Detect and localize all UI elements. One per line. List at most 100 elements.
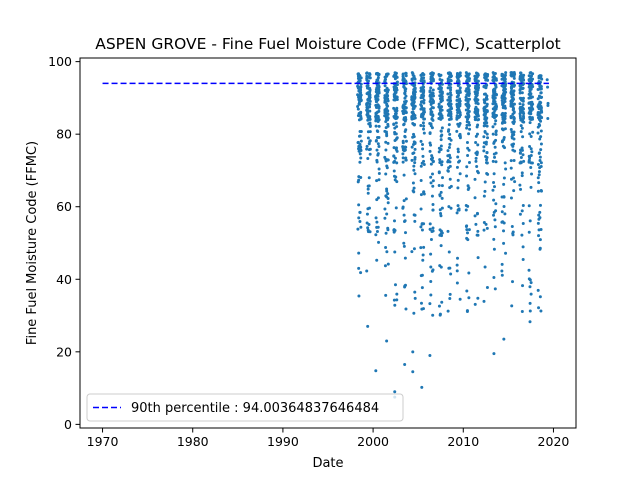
- data-point: [538, 117, 542, 121]
- data-point: [374, 96, 378, 100]
- data-point: [392, 174, 396, 178]
- data-point: [493, 106, 497, 110]
- data-point: [402, 199, 406, 203]
- data-point: [430, 154, 434, 158]
- data-point: [502, 337, 506, 341]
- data-point: [357, 95, 361, 99]
- data-point: [366, 157, 370, 161]
- data-point: [475, 114, 479, 118]
- data-point: [384, 246, 388, 250]
- data-point: [403, 92, 407, 96]
- data-point: [358, 87, 362, 91]
- data-point: [529, 281, 533, 285]
- data-point: [431, 184, 435, 188]
- data-point: [503, 161, 507, 165]
- data-point: [518, 183, 522, 187]
- data-point: [485, 124, 489, 128]
- data-point: [365, 76, 369, 80]
- data-point: [465, 165, 469, 169]
- data-point: [510, 74, 514, 78]
- data-point: [465, 74, 469, 78]
- data-point: [386, 158, 390, 162]
- data-point: [359, 175, 363, 179]
- data-point: [474, 140, 478, 144]
- data-point: [376, 114, 380, 118]
- data-point: [509, 196, 513, 200]
- data-point: [412, 132, 416, 136]
- data-point: [374, 119, 378, 123]
- data-point: [394, 206, 398, 210]
- data-point: [455, 95, 459, 99]
- data-point: [527, 230, 531, 234]
- data-point: [494, 160, 498, 164]
- chart-title: ASPEN GROVE - Fine Fuel Moisture Code (F…: [95, 35, 561, 53]
- data-point: [368, 91, 372, 95]
- data-point: [494, 93, 498, 97]
- data-point: [466, 154, 470, 158]
- data-point: [492, 172, 496, 176]
- data-point: [529, 74, 533, 78]
- data-point: [494, 78, 498, 82]
- data-point: [421, 307, 425, 311]
- data-point: [475, 132, 479, 136]
- data-point: [403, 100, 407, 104]
- data-point: [510, 304, 514, 308]
- data-point: [527, 106, 531, 110]
- data-point: [455, 263, 459, 267]
- data-point: [384, 148, 388, 152]
- data-point: [537, 151, 541, 155]
- data-point: [366, 136, 370, 140]
- data-point: [476, 256, 480, 260]
- plot-frame: [79, 57, 577, 429]
- data-point: [511, 120, 515, 124]
- data-point: [522, 120, 526, 124]
- data-point: [429, 143, 433, 147]
- data-point: [358, 160, 362, 164]
- data-point: [367, 76, 371, 80]
- data-point: [501, 112, 505, 116]
- data-point: [456, 256, 460, 260]
- legend-box: [86, 393, 404, 422]
- data-point: [467, 228, 471, 232]
- data-point: [422, 90, 426, 94]
- data-point: [410, 71, 414, 75]
- data-point: [393, 126, 397, 130]
- data-point: [494, 130, 498, 134]
- data-point: [539, 188, 543, 192]
- data-point: [511, 176, 515, 180]
- data-point: [377, 144, 381, 148]
- data-point: [420, 286, 424, 290]
- data-point: [412, 164, 416, 168]
- data-point: [401, 75, 405, 79]
- data-point: [366, 79, 370, 83]
- data-point: [428, 227, 432, 231]
- data-point: [512, 142, 516, 146]
- data-point: [403, 363, 407, 367]
- data-point: [482, 92, 486, 96]
- data-point: [386, 262, 390, 266]
- data-point: [512, 159, 516, 163]
- data-point: [521, 153, 525, 157]
- data-point: [530, 172, 534, 176]
- data-point: [500, 121, 504, 125]
- data-point: [367, 176, 371, 180]
- data-point: [537, 94, 541, 98]
- data-point: [456, 155, 460, 159]
- legend: 90th percentile : 94.00364837646484: [86, 393, 404, 422]
- data-point: [501, 144, 505, 148]
- data-point: [447, 250, 451, 254]
- data-point: [491, 159, 495, 163]
- data-point: [485, 150, 489, 154]
- data-point: [384, 293, 388, 297]
- data-point: [485, 161, 489, 165]
- data-point: [521, 103, 525, 107]
- data-point: [474, 159, 478, 163]
- data-point: [421, 253, 425, 257]
- data-point: [376, 87, 380, 91]
- data-point: [483, 180, 487, 184]
- data-point: [485, 285, 489, 289]
- data-point: [393, 283, 397, 287]
- data-point: [474, 222, 478, 226]
- data-point: [440, 95, 444, 99]
